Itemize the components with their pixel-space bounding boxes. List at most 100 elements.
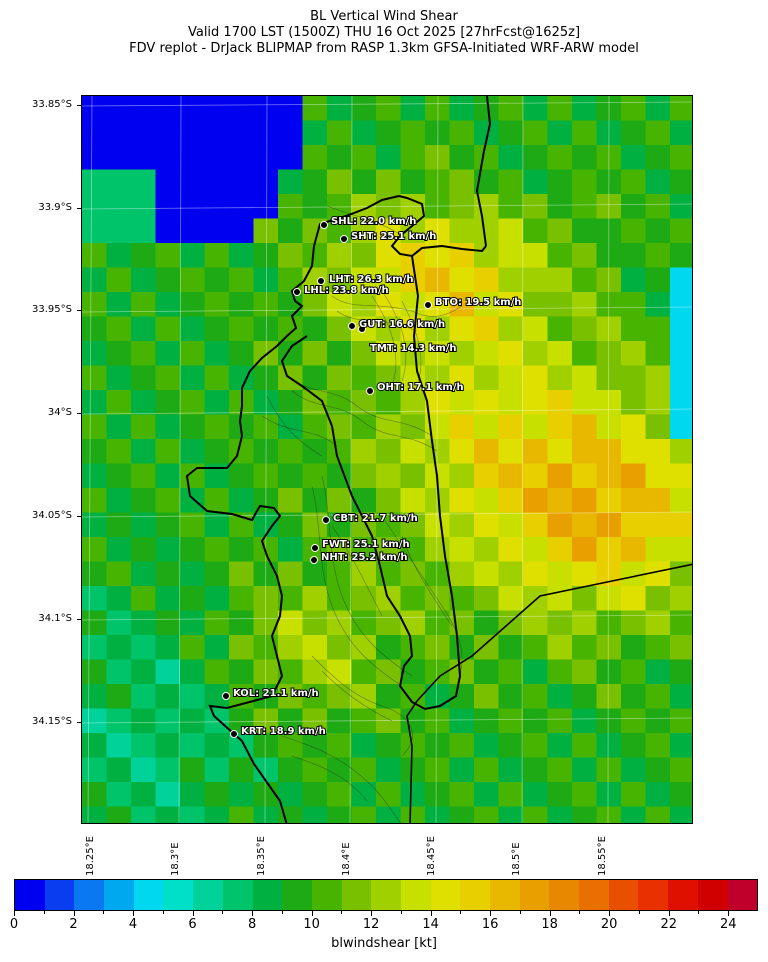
colorbar-segment xyxy=(638,880,669,910)
shear-cell xyxy=(425,145,451,171)
shear-cell xyxy=(106,414,132,440)
shear-cell xyxy=(621,806,647,823)
shear-cell xyxy=(376,635,402,661)
shear-cell xyxy=(253,561,279,587)
shear-cell xyxy=(474,537,500,563)
station-marker[interactable] xyxy=(310,556,318,564)
shear-cell xyxy=(253,463,279,489)
shear-cell xyxy=(670,806,692,823)
shear-cell xyxy=(498,561,524,587)
shear-cell xyxy=(572,341,598,367)
shear-cell xyxy=(278,463,304,489)
colorbar-tick-label: 22 xyxy=(660,917,677,932)
shear-cell xyxy=(204,806,230,823)
shear-cell xyxy=(155,537,181,563)
station-label-krt: KRT: 18.9 km/h xyxy=(241,726,326,737)
colorbar-tick-label: 10 xyxy=(303,917,320,932)
shear-cell xyxy=(376,512,402,538)
shear-cell xyxy=(523,782,549,808)
station-marker[interactable] xyxy=(230,730,238,738)
shear-cell xyxy=(204,145,230,171)
colorbar-tick-label: 6 xyxy=(188,917,197,932)
shear-cell xyxy=(645,390,671,416)
station-marker[interactable] xyxy=(340,235,348,243)
station-marker[interactable] xyxy=(311,544,319,552)
shear-cell xyxy=(400,316,426,342)
station-label-bto: BTO: 19.5 km/h xyxy=(435,297,521,308)
station-marker[interactable] xyxy=(317,277,325,285)
shear-cell xyxy=(327,390,353,416)
shear-cell xyxy=(645,537,671,563)
shear-cell xyxy=(351,561,377,587)
shear-map[interactable]: SHL: 22.0 km/h SHT: 25.1 km/h LHT: 26.3 … xyxy=(81,95,693,824)
shear-cell xyxy=(670,488,692,514)
coastline xyxy=(185,96,492,823)
shear-cell xyxy=(572,708,598,734)
shear-cell xyxy=(645,218,671,244)
shear-cell xyxy=(596,586,622,612)
lat-label: 33.85°S xyxy=(32,99,72,110)
lon-label: 18.4°E xyxy=(341,842,352,876)
shear-cell xyxy=(82,610,108,636)
shear-cell xyxy=(596,341,622,367)
lon-label: 18.3°E xyxy=(170,842,181,876)
shear-cell xyxy=(670,782,692,808)
shear-cell xyxy=(131,684,157,710)
shear-cell xyxy=(106,316,132,342)
colorbar-tick-label: 2 xyxy=(69,917,78,932)
shear-cell xyxy=(670,757,692,783)
colorbar-minor-tick xyxy=(43,911,45,914)
shear-cell xyxy=(180,757,206,783)
shear-cell xyxy=(204,243,230,269)
shear-cell xyxy=(253,145,279,171)
shear-cell xyxy=(670,120,692,146)
station-marker[interactable] xyxy=(320,221,328,229)
shear-cell xyxy=(82,659,108,685)
shear-cell xyxy=(572,96,598,122)
shear-cell xyxy=(425,218,451,244)
shear-cell xyxy=(327,488,353,514)
station-label-cbt: CBT: 21.7 km/h xyxy=(333,513,418,524)
shear-cell xyxy=(670,292,692,318)
shear-cell xyxy=(229,243,255,269)
shear-cell xyxy=(82,341,108,367)
shear-cell xyxy=(376,463,402,489)
lat-label: 34.05°S xyxy=(32,510,72,521)
station-marker[interactable] xyxy=(322,516,330,524)
shear-cell xyxy=(621,439,647,465)
shear-cell xyxy=(645,292,671,318)
shear-cell xyxy=(155,757,181,783)
lat-tick xyxy=(77,310,81,311)
shear-cell xyxy=(278,243,304,269)
shear-cell xyxy=(278,635,304,661)
shear-cell xyxy=(131,243,157,269)
shear-cell xyxy=(327,512,353,538)
shear-cell xyxy=(547,390,573,416)
shear-cell xyxy=(474,414,500,440)
shear-cell xyxy=(253,194,279,220)
station-marker[interactable] xyxy=(358,325,366,333)
shear-cell xyxy=(180,390,206,416)
shear-cell xyxy=(523,733,549,759)
shear-cell xyxy=(523,512,549,538)
shear-cell xyxy=(547,243,573,269)
shear-cell xyxy=(302,463,328,489)
shear-cell xyxy=(547,120,573,146)
shear-raster xyxy=(82,96,692,823)
shear-cell xyxy=(131,488,157,514)
shear-cell xyxy=(253,733,279,759)
station-marker[interactable] xyxy=(348,322,356,330)
shear-cell xyxy=(351,512,377,538)
shear-cell xyxy=(180,512,206,538)
station-marker[interactable] xyxy=(366,387,374,395)
station-marker[interactable] xyxy=(293,288,301,296)
station-marker[interactable] xyxy=(424,301,432,309)
map-canvas: SHL: 22.0 km/h SHT: 25.1 km/h LHT: 26.3 … xyxy=(82,96,692,823)
shear-cell xyxy=(376,341,402,367)
shear-cell xyxy=(327,635,353,661)
colorbar-minor-tick xyxy=(341,911,343,914)
shear-cell xyxy=(670,169,692,195)
colorbar-minor-tick xyxy=(103,911,105,914)
shear-cell xyxy=(302,684,328,710)
station-marker[interactable] xyxy=(222,692,230,700)
